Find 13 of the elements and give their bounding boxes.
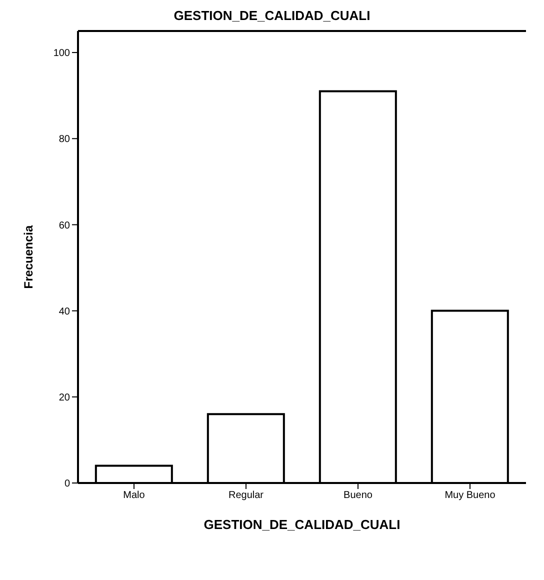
x-axis-title: GESTION_DE_CALIDAD_CUALI xyxy=(204,517,400,532)
x-tick-label: Malo xyxy=(123,490,146,502)
y-tick-label: 100 xyxy=(53,48,70,60)
x-tick-label: Muy Bueno xyxy=(444,490,496,502)
x-tick-label: Bueno xyxy=(344,490,373,502)
y-tick-label: 20 xyxy=(58,392,70,404)
y-tick-label: 80 xyxy=(58,134,70,146)
y-tick-label: 0 xyxy=(64,478,70,490)
y-tick-label: 60 xyxy=(58,220,70,232)
y-tick-label: 40 xyxy=(58,306,70,318)
chart-title: GESTION_DE_CALIDAD_CUALI xyxy=(172,8,372,23)
x-tick-label: Regular xyxy=(228,490,264,502)
y-axis-title: Frecuencia xyxy=(21,225,36,289)
